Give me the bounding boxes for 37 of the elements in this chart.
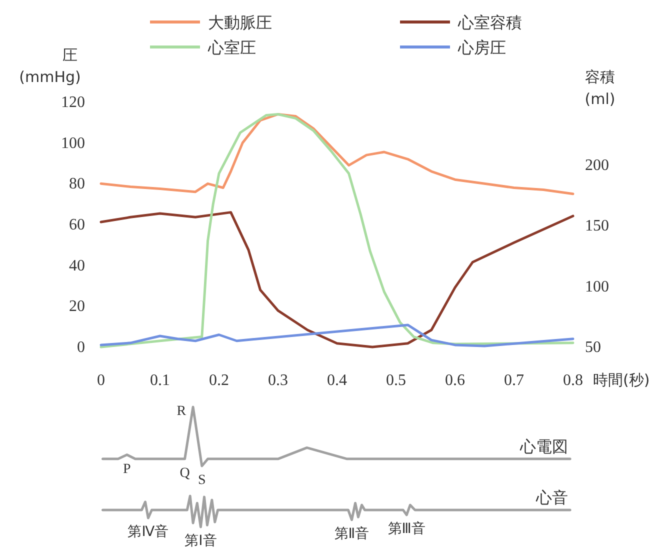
y-tick-label: 40 bbox=[69, 257, 85, 274]
legend-label: 心室容積 bbox=[457, 13, 522, 32]
series-label: 心電図 bbox=[519, 436, 568, 456]
legend-label: 大動脈圧 bbox=[208, 13, 272, 32]
y-tick-label: 60 bbox=[69, 216, 85, 234]
x-tick-label: 0.8 bbox=[563, 372, 583, 389]
y-tick-label: 80 bbox=[69, 176, 85, 193]
legend-label: 心室圧 bbox=[207, 38, 256, 57]
x-tick-label: 0.2 bbox=[209, 372, 229, 389]
annotation: P bbox=[123, 462, 132, 477]
legend-label: 心房圧 bbox=[457, 38, 506, 57]
x-tick-label: 0.7 bbox=[504, 372, 524, 389]
x-tick-label: 0.5 bbox=[386, 372, 406, 389]
annotation: 第Ⅲ音 bbox=[388, 520, 426, 537]
annotation: 第Ⅰ音 bbox=[184, 533, 217, 548]
annotation: Q bbox=[180, 466, 190, 481]
annotation: 第Ⅳ音 bbox=[128, 524, 169, 540]
y2-axis-title: 容積 (ml) bbox=[584, 68, 616, 108]
y-tick-label: 120 bbox=[61, 94, 85, 111]
y-tick-label: 20 bbox=[69, 298, 85, 316]
annotation: R bbox=[176, 404, 187, 419]
y-axis-title: 圧 (mmHg) bbox=[19, 46, 81, 86]
y2-tick-label: 200 bbox=[585, 157, 609, 174]
series-label: 心音 bbox=[535, 488, 568, 507]
x-tick-label: 0.6 bbox=[445, 372, 465, 389]
x-tick-label: 0.3 bbox=[268, 372, 288, 389]
annotation: S bbox=[198, 473, 206, 488]
x-axis-title: 時間(秒) bbox=[593, 371, 650, 389]
y-tick-label: 0 bbox=[77, 339, 85, 356]
y2-tick-label: 50 bbox=[585, 339, 601, 356]
y-tick-label: 100 bbox=[61, 134, 85, 152]
x-tick-label: 0.1 bbox=[150, 372, 170, 389]
annotation: 第Ⅱ音 bbox=[334, 526, 370, 542]
y2-tick-label: 150 bbox=[585, 218, 609, 235]
x-tick-label: 0 bbox=[97, 372, 105, 389]
x-tick-label: 0.4 bbox=[327, 372, 347, 389]
y2-tick-label: 100 bbox=[585, 278, 609, 296]
